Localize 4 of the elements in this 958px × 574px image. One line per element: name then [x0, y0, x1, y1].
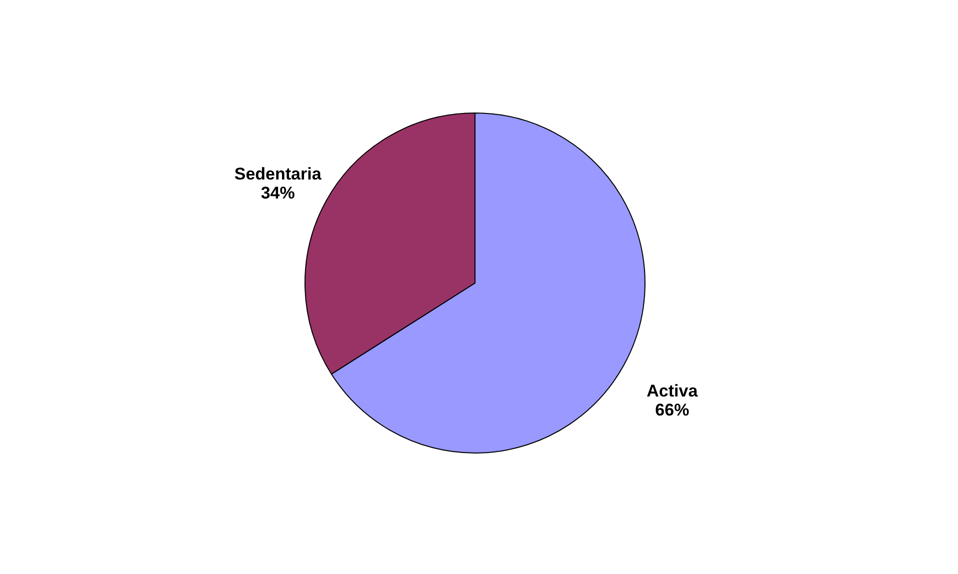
slice-label: Activa — [646, 381, 698, 400]
data-label: 34% — [260, 184, 295, 203]
slice-label: Sedentaria — [234, 164, 322, 184]
data-label: 66% — [655, 400, 690, 420]
